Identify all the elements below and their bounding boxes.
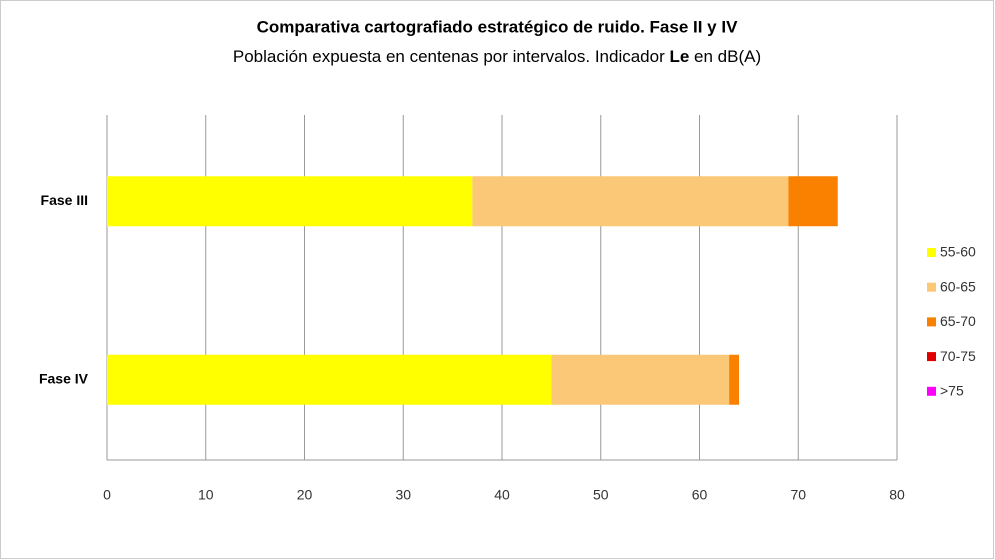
bar-segment xyxy=(729,354,739,405)
subtitle-part: en dB(A) xyxy=(689,47,761,66)
bar-segment xyxy=(107,176,473,227)
x-tick-label: 0 xyxy=(103,487,111,503)
legend-swatch xyxy=(927,386,936,396)
y-tick-label: Fase IV xyxy=(39,370,89,386)
legend-label: 65-70 xyxy=(940,313,976,329)
chart-subtitle: Población expuesta en centenas por inter… xyxy=(233,47,761,66)
bar-segment xyxy=(551,354,730,405)
x-tick-label: 80 xyxy=(889,487,905,503)
subtitle-part: Población expuesta en centenas por inter… xyxy=(233,47,670,66)
legend-label: 70-75 xyxy=(940,348,976,364)
legend-swatch xyxy=(927,282,936,292)
legend-label: 60-65 xyxy=(940,278,976,294)
subtitle-part: Le xyxy=(669,47,689,66)
legend-label: >75 xyxy=(940,383,964,399)
chart-title: Comparativa cartografiado estratégico de… xyxy=(257,17,739,36)
bar-segment xyxy=(472,176,789,227)
x-tick-label: 10 xyxy=(198,487,214,503)
y-tick-label: Fase III xyxy=(41,192,88,208)
legend-swatch xyxy=(927,317,936,327)
legend-swatch xyxy=(927,248,936,257)
x-tick-label: 40 xyxy=(494,487,510,503)
x-tick-label: 60 xyxy=(692,487,708,503)
bar-segment xyxy=(107,354,552,405)
x-tick-label: 70 xyxy=(790,487,806,503)
x-tick-label: 20 xyxy=(297,487,313,503)
legend-swatch xyxy=(927,352,936,362)
x-tick-label: 50 xyxy=(593,487,609,503)
bar-segment xyxy=(788,176,838,227)
x-tick-label: 30 xyxy=(395,487,411,503)
legend-label: 55-60 xyxy=(940,244,976,260)
